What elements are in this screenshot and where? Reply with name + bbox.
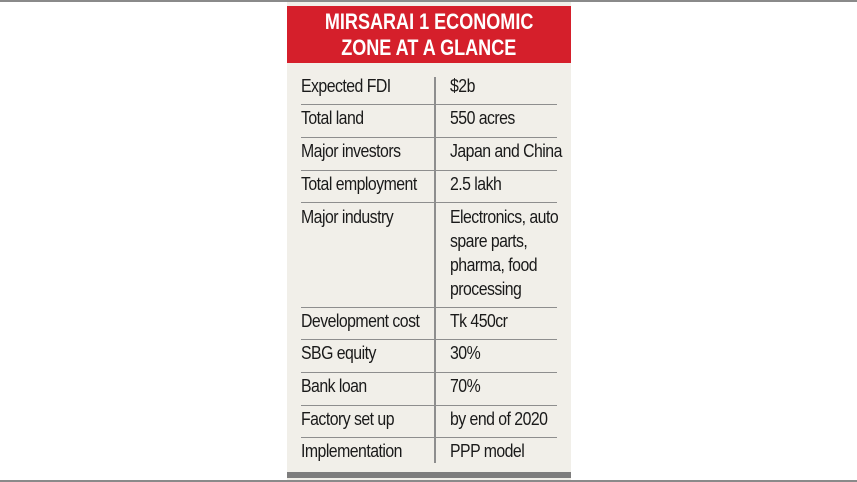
row-label: Major industry <box>301 207 394 227</box>
table-row: Major industry Electronics, auto spare par… <box>301 205 559 308</box>
row-value-line: 550 acres <box>450 108 515 128</box>
row-label: Total employment <box>301 174 417 194</box>
row-value: 550 acres <box>450 106 515 130</box>
row-label: Total land <box>301 108 364 128</box>
column-divider <box>434 77 436 463</box>
row-value: 30% <box>450 341 481 365</box>
table-row: Total employment 2.5 lakh <box>301 172 557 203</box>
row-label: Expected FDI <box>301 76 391 96</box>
row-value-line: 30% <box>450 343 481 363</box>
table-row: Expected FDI $2b <box>301 74 557 105</box>
row-value-line: Japan and China <box>450 141 562 161</box>
row-value-line: 2.5 lakh <box>450 174 502 194</box>
title-line-2: ZONE AT A GLANCE <box>341 35 517 60</box>
title-line-1: MIRSARAI 1 ECONOMIC <box>324 9 534 34</box>
table-row: Factory set up by end of 2020 <box>301 407 557 438</box>
bottom-rule <box>0 480 857 482</box>
table-row: Bank loan 70% <box>301 374 557 406</box>
title-banner: MIRSARAI 1 ECONOMIC ZONE AT A GLANCE <box>287 6 571 63</box>
table-row: Implementation PPP model <box>301 439 557 469</box>
table-row: SBG equity 30% <box>301 341 557 373</box>
row-value: Electronics, auto spare parts, pharma, foo… <box>450 205 559 301</box>
row-label: Development cost <box>301 311 420 331</box>
table-row: Total land 550 acres <box>301 106 557 138</box>
row-label: SBG equity <box>301 343 376 363</box>
row-value-line: $2b <box>450 76 475 96</box>
row-label: Factory set up <box>301 409 395 429</box>
row-value: 70% <box>450 374 481 398</box>
row-value-line: Electronics, auto <box>450 207 559 227</box>
row-value-line: 70% <box>450 376 481 396</box>
info-card: MIRSARAI 1 ECONOMIC ZONE AT A GLANCE Exp… <box>287 2 571 480</box>
row-value: Tk 450cr <box>450 309 508 333</box>
row-label: Major investors <box>301 141 401 161</box>
row-value: 2.5 lakh <box>450 172 502 196</box>
top-rule <box>0 0 857 2</box>
row-value: PPP model <box>450 439 525 463</box>
row-value: by end of 2020 <box>450 407 548 431</box>
table-row: Major investors Japan and China <box>301 139 562 171</box>
table-row: Development cost Tk 450cr <box>301 309 557 340</box>
bottom-bar <box>287 472 571 478</box>
row-value-line: by end of 2020 <box>450 409 548 429</box>
row-value-line: pharma, food <box>450 255 538 275</box>
row-value-line: processing <box>450 279 522 299</box>
row-value-line: spare parts, <box>450 231 528 251</box>
row-value-line: PPP model <box>450 441 525 461</box>
row-label: Bank loan <box>301 376 367 396</box>
row-value: $2b <box>450 74 475 98</box>
row-value-line: Tk 450cr <box>450 311 508 331</box>
row-value: Japan and China <box>450 139 562 163</box>
row-label: Implementation <box>301 441 402 461</box>
